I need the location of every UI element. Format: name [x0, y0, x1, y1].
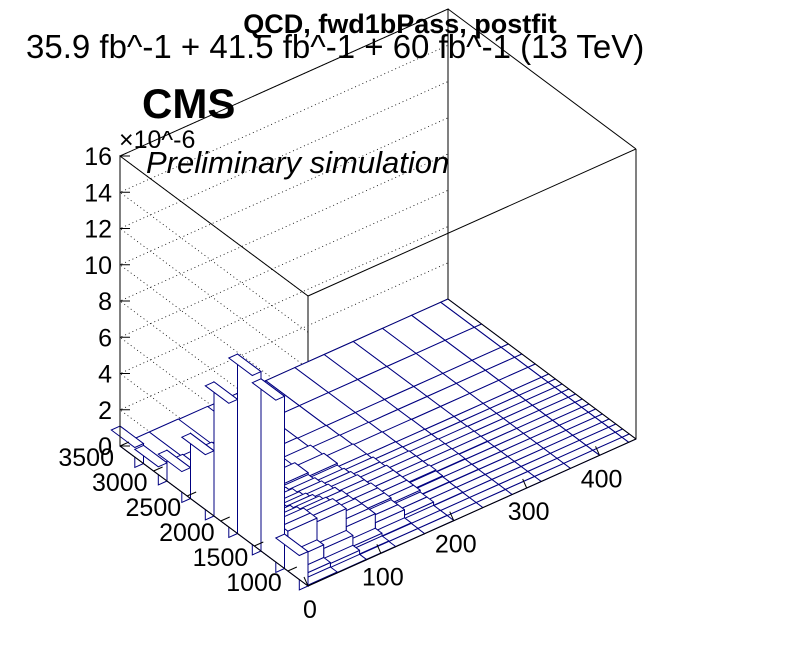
x-tick-label: 200 [435, 531, 477, 559]
bar-top-face [157, 449, 192, 473]
x-tick [303, 576, 309, 587]
bar-top-face [133, 444, 168, 468]
z-tick-label: 10 [84, 252, 112, 280]
bar-top-face [180, 432, 215, 456]
chart-title: QCD, fwd1bPass, postfit [243, 9, 557, 39]
frame-edge [447, 298, 637, 440]
x-tick-label: 0 [303, 596, 317, 624]
y-tick-label: 3500 [58, 444, 114, 472]
x-tick-label: 400 [581, 465, 623, 493]
bar-column [227, 353, 262, 556]
x-axis: 0 100 200 300 400 [303, 446, 622, 624]
extra-label: Preliminary simulation [146, 145, 449, 180]
bar-top-face [204, 381, 239, 404]
bar-top-face [251, 378, 286, 401]
frame-edge [119, 445, 309, 587]
y-tick-label: 2000 [159, 519, 215, 547]
y-tick [153, 466, 163, 472]
bar-column [180, 432, 215, 521]
bar-top-face [274, 533, 309, 557]
z-tick-label: 2 [98, 397, 112, 425]
bar-column [204, 380, 239, 539]
y-tick-label: 1000 [226, 569, 282, 597]
z-exponent: ×10^-6 [119, 126, 195, 154]
z-axis: 0 2 4 6 8 10 12 14 16 [84, 143, 130, 461]
bar-side-face [213, 380, 238, 535]
z-tick-label: 0 [98, 433, 112, 461]
z-tick-label: 6 [98, 324, 112, 352]
y-tick-label: 1500 [193, 544, 249, 572]
z-tick-label: 12 [84, 216, 112, 244]
bar-column [110, 425, 145, 469]
bar-column [251, 377, 286, 574]
z-tick-label: 14 [84, 179, 112, 207]
y-tick [220, 516, 230, 522]
x-tick [449, 511, 455, 521]
y-tick [287, 566, 298, 572]
y-tick [186, 491, 197, 497]
y-tick-label: 3000 [92, 469, 148, 497]
x-tick [376, 544, 382, 554]
y-tick-label: 2500 [126, 494, 182, 522]
x-tick-label: 300 [508, 498, 550, 526]
y-tick [254, 541, 264, 547]
cms-label: CMS [142, 80, 235, 127]
frame-edge [447, 8, 637, 150]
x-tick [522, 478, 528, 489]
frame-edge [307, 148, 637, 297]
frame-edge [307, 438, 637, 587]
z-tick-label: 16 [84, 143, 112, 171]
z-tick-label: 8 [98, 288, 112, 316]
bar-top-face [227, 353, 262, 377]
x-tick-label: 100 [362, 563, 404, 591]
lumi-text: 35.9 fb^-1 + 41.5 fb^-1 + 60 fb^-1 (13 T… [26, 28, 644, 65]
x-tick [595, 446, 601, 456]
bars [110, 298, 637, 591]
y-tick [119, 441, 130, 447]
z-tick-label: 4 [98, 361, 112, 389]
